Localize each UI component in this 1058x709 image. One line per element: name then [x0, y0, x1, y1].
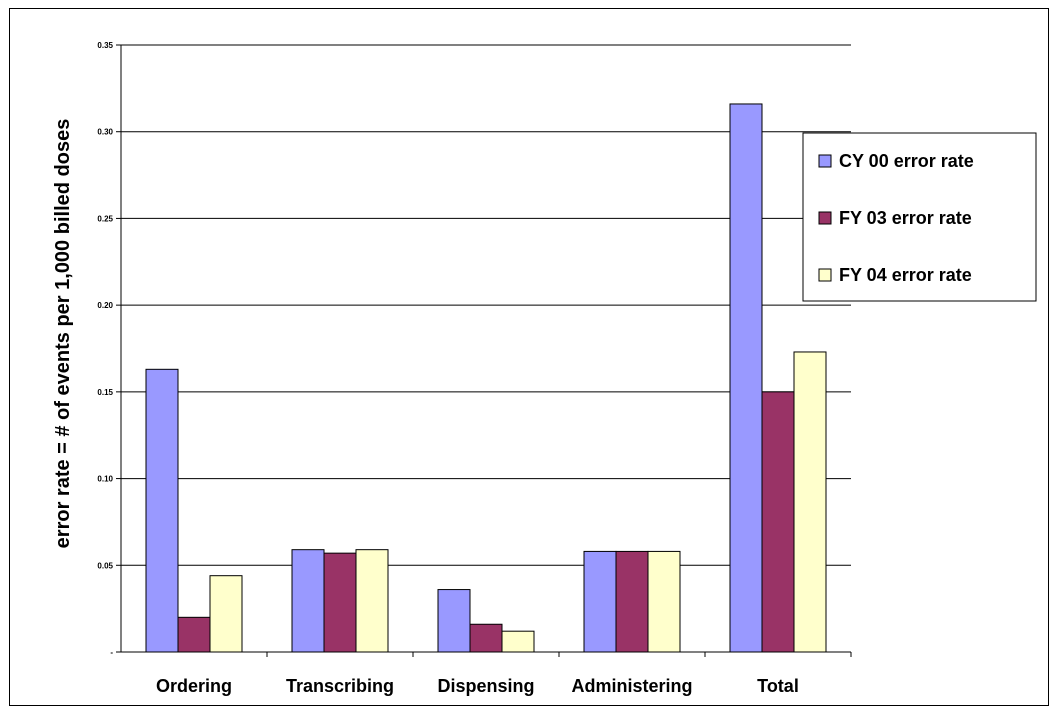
y-tick-label: 0.15: [97, 388, 113, 397]
legend-swatch: [818, 268, 832, 282]
bar: [647, 550, 681, 653]
legend-swatch: [818, 211, 832, 225]
legend-label: CY 00 error rate: [839, 151, 974, 171]
x-tick-label: Administering: [571, 676, 692, 696]
bar: [177, 616, 211, 653]
y-tick-label: 0.25: [97, 214, 113, 223]
bar: [615, 550, 649, 653]
bar: [793, 351, 827, 653]
bar: [355, 549, 389, 653]
legend: CY 00 error rate FY 03 error rate FY 04 er…: [802, 132, 1037, 302]
y-tick-label: -: [110, 648, 113, 657]
bar: [323, 552, 357, 653]
bar: [469, 623, 503, 653]
chart-frame: - 0.05 0.10 0.15 0.20 0.25 0.30 0.35 Ordering Tr…: [9, 8, 1049, 706]
legend-label: FY 04 error rate: [839, 265, 972, 285]
bar: [437, 589, 471, 653]
gridlines: [121, 44, 851, 566]
y-tick-label: 0.05: [97, 561, 113, 570]
bar: [761, 391, 795, 653]
x-axis-ticks: Ordering Transcribing Dispensing Administer…: [156, 652, 852, 696]
y-tick-label: 0.35: [97, 41, 113, 50]
bar: [729, 103, 763, 653]
legend-box: [802, 132, 1037, 302]
bar: [501, 630, 535, 653]
x-tick-label: Transcribing: [286, 676, 394, 696]
legend-swatch: [818, 154, 832, 168]
y-axis-ticks: - 0.05 0.10 0.15 0.20 0.25 0.30 0.35: [97, 41, 121, 657]
bar: [209, 575, 243, 653]
bars: [145, 103, 827, 653]
y-tick-label: 0.20: [97, 301, 113, 310]
bar: [291, 549, 325, 653]
bar: [145, 368, 179, 653]
y-axis-label: error rate = # of events per 1,000 bille…: [52, 119, 74, 549]
x-tick-label: Ordering: [156, 676, 232, 696]
bar-chart: - 0.05 0.10 0.15 0.20 0.25 0.30 0.35 Ordering Tr…: [52, 41, 1037, 696]
y-tick-label: 0.30: [97, 128, 113, 137]
bar: [583, 550, 617, 653]
legend-label: FY 03 error rate: [839, 208, 972, 228]
axes: [120, 45, 851, 653]
x-tick-label: Dispensing: [437, 676, 534, 696]
x-tick-label: Total: [757, 676, 799, 696]
y-tick-label: 0.10: [97, 475, 113, 484]
